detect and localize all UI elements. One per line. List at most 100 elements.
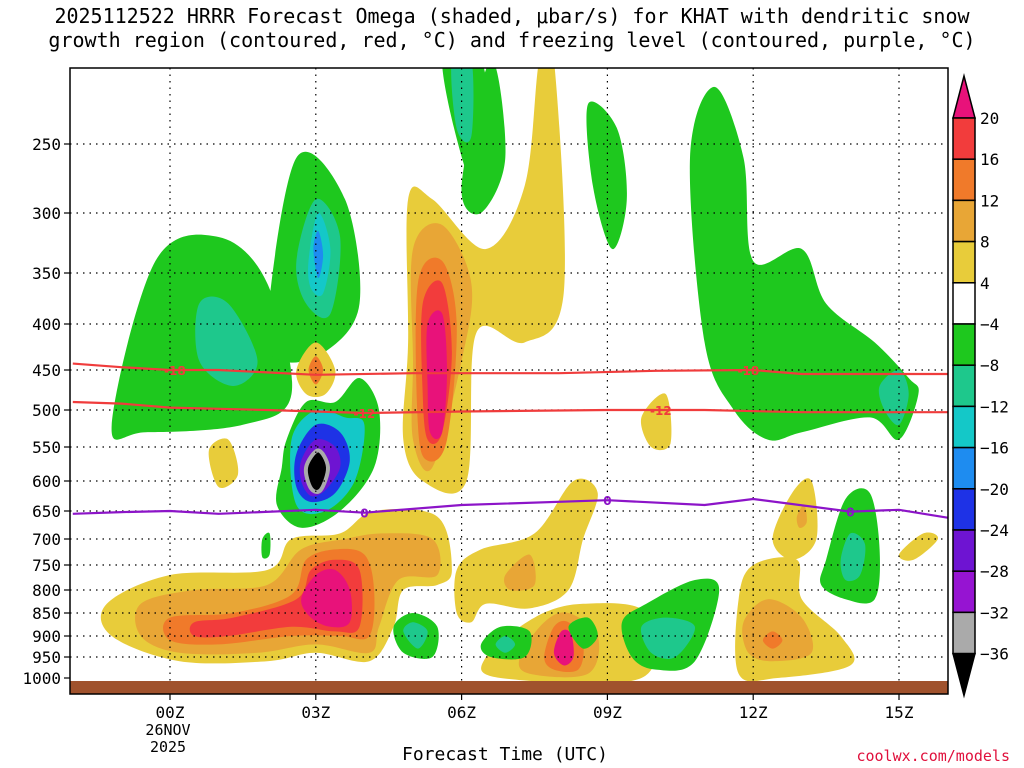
omega-region — [426, 310, 447, 440]
ground-surface — [70, 681, 948, 694]
x-axis-label: Forecast Time (UTC) — [402, 744, 608, 765]
omega-region — [586, 101, 627, 250]
omega-region — [308, 356, 324, 385]
colorbar-bin — [952, 282, 976, 325]
omega-region — [208, 438, 239, 488]
colorbar-bin — [952, 611, 976, 655]
colorbar-bin — [952, 570, 976, 614]
omega-region — [772, 478, 818, 560]
colorbar-bin — [952, 405, 976, 449]
dendritic-contour — [72, 362, 948, 376]
colorbar-label: −12 — [980, 397, 1009, 416]
omega-region — [261, 532, 271, 559]
y-tick-label: 850 — [32, 604, 61, 623]
omega-region — [640, 617, 696, 659]
colorbar-label: −16 — [980, 439, 1009, 458]
chart-title: 2025112522 HRRR Forecast Omega (shaded, … — [0, 4, 1024, 52]
colorbar-label: −32 — [980, 603, 1009, 622]
colorbar-bin — [952, 73, 976, 119]
colorbar-bin — [952, 652, 976, 699]
colorbar-label: −20 — [980, 480, 1009, 499]
colorbar-label: −36 — [980, 645, 1009, 664]
colorbar-bin — [952, 488, 976, 531]
x-tick-label: 03Z — [301, 703, 330, 722]
colorbar-label: −28 — [980, 562, 1009, 581]
omega-region — [568, 617, 598, 649]
omega-region — [796, 504, 807, 528]
omega-region — [640, 393, 672, 451]
colorbar-label: −4 — [980, 315, 999, 334]
omega-region — [301, 569, 352, 628]
colorbar-bin — [952, 446, 976, 490]
chart-title-line2: growth region (contoured, red, °C) and f… — [48, 28, 976, 52]
y-tick-label: 550 — [32, 438, 61, 457]
x-tick-label: 06Z — [447, 703, 476, 722]
freezing-level-contour — [72, 497, 948, 519]
y-tick-label: 600 — [32, 472, 61, 491]
chart-title-line1: 2025112522 HRRR Forecast Omega (shaded, … — [54, 4, 970, 28]
dendritic-contour — [72, 400, 948, 415]
omega-region — [840, 532, 866, 582]
colorbar-label: 12 — [980, 191, 999, 210]
y-tick-label: 800 — [32, 581, 61, 600]
omega-region — [742, 599, 814, 662]
date-line2: 2025 — [149, 738, 187, 756]
colorbar-label: 4 — [980, 274, 990, 293]
colorbar-bin — [952, 199, 976, 243]
colorbar-label: −8 — [980, 356, 999, 375]
x-tick-label: 15Z — [885, 703, 914, 722]
contour-label: -12 — [354, 407, 376, 421]
contour-label: 0 — [603, 494, 611, 508]
plot-area: -18 -18 -12 -12 0 0 0 — [69, 67, 949, 695]
y-tick-label: 400 — [32, 315, 61, 334]
colorbar-bin — [952, 240, 976, 284]
omega-region — [689, 86, 919, 441]
contour-label: -18 — [737, 364, 759, 378]
omega-region — [762, 631, 783, 649]
plot-frame — [69, 67, 949, 695]
colorbar-label: 8 — [980, 233, 990, 252]
contour-label: -18 — [164, 364, 186, 378]
plot-inner: -18 -18 -12 -12 0 0 0 — [70, 68, 948, 694]
y-tick-label: 250 — [32, 135, 61, 154]
y-tick-label: 650 — [32, 502, 61, 521]
y-tick-label: 500 — [32, 401, 61, 420]
colorbar-legend: 20 16 12 8 4 −4 −8 −12 −16 −20 −24 −28 −32 −36 — [952, 73, 1009, 699]
x-tick-label: 09Z — [593, 703, 622, 722]
colorbar-label: −24 — [980, 521, 1009, 540]
omega-region — [454, 478, 598, 623]
omega-region — [495, 636, 516, 653]
contour-label: -12 — [650, 404, 672, 418]
omega-region — [303, 448, 331, 494]
contour-label: 0 — [360, 507, 368, 521]
y-tick-label: 900 — [32, 627, 61, 646]
omega-region — [451, 68, 474, 143]
x-axis: 00Z 03Z 06Z 09Z 12Z 15Z — [156, 694, 914, 722]
omega-region — [313, 230, 324, 279]
y-tick-label: 350 — [32, 264, 61, 283]
omega-region — [898, 532, 939, 561]
colorbar-bin — [952, 323, 976, 366]
contour-label: 0 — [846, 506, 854, 520]
y-tick-label: 950 — [32, 648, 61, 667]
colorbar-bin — [952, 529, 976, 572]
x-tick-label: 00Z — [156, 703, 185, 722]
y-tick-label: 450 — [32, 361, 61, 380]
y-tick-label: 700 — [32, 530, 61, 549]
credit-link[interactable]: coolwx.com/models — [856, 747, 1010, 765]
y-tick-label: 750 — [32, 556, 61, 575]
colorbar-bin — [952, 364, 976, 408]
colorbar-bin — [952, 117, 976, 160]
colorbar-label: 16 — [980, 150, 999, 169]
colorbar-bin — [952, 158, 976, 202]
date-line1: 26NOV — [145, 721, 191, 739]
colorbar-label: 20 — [980, 109, 999, 128]
x-tick-label: 12Z — [739, 703, 768, 722]
y-axis: 250 300 350 400 450 500 550 600 650 700 750 800 850 9… — [22, 135, 70, 688]
y-tick-label: 300 — [32, 204, 61, 223]
y-tick-label: 1000 — [22, 669, 61, 688]
omega-region — [504, 554, 536, 591]
date-label: 26NOV 2025 — [138, 722, 198, 756]
omega-region — [195, 296, 258, 386]
